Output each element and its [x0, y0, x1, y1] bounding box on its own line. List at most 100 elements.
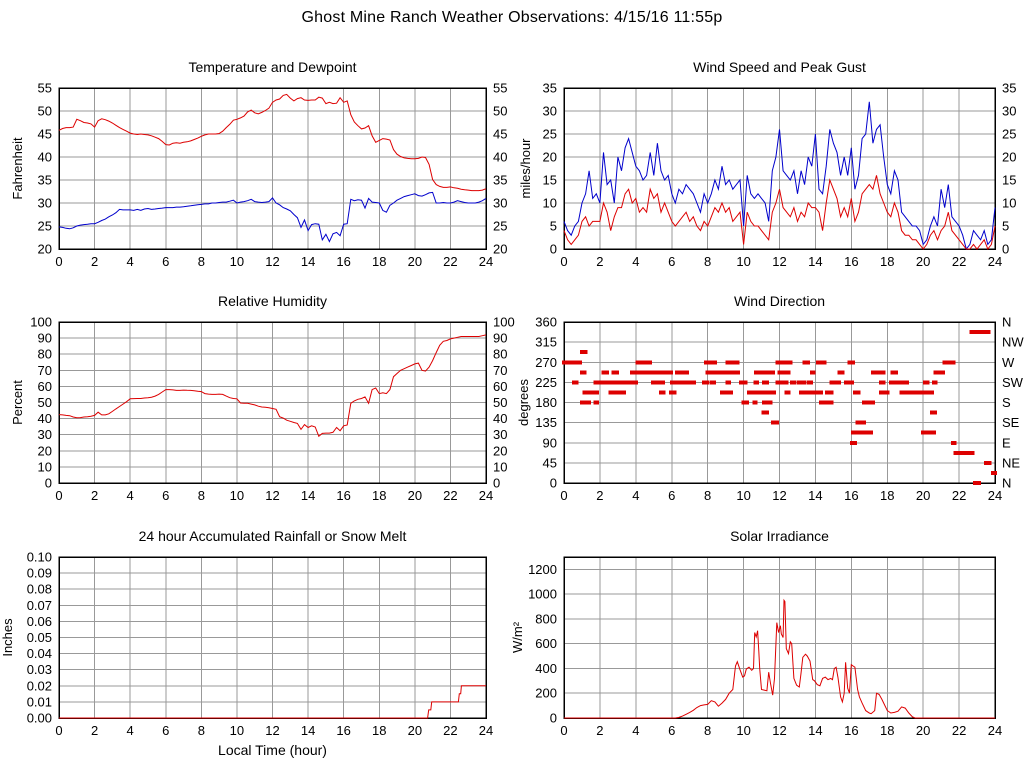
y-tick-label: 20	[38, 443, 52, 458]
y-tick-label: 1000	[528, 587, 557, 602]
plot-border	[563, 87, 996, 250]
wind-direction-mark	[630, 370, 644, 375]
wind-direction-mark	[921, 430, 936, 435]
x-tick-label: 8	[704, 723, 711, 738]
y-tick-label: 40	[38, 150, 52, 165]
wind-direction-mark	[754, 370, 776, 375]
wind-direction-mark	[608, 390, 616, 395]
chart-title-rainfall: 24 hour Accumulated Rainfall or Snow Mel…	[138, 528, 407, 544]
y-tick-label-right: 30	[1002, 104, 1016, 119]
y-tick-label: 10	[543, 196, 557, 211]
x-tick-label: 8	[704, 488, 711, 503]
compass-label: SE	[1002, 415, 1020, 430]
wind-direction-mark	[809, 370, 816, 375]
wind-direction-mark	[816, 360, 827, 365]
x-tick-label: 14	[301, 488, 315, 503]
x-tick-label: 10	[736, 488, 750, 503]
y-tick-label: 0	[550, 242, 557, 257]
x-tick-label: 4	[632, 254, 639, 269]
wind-direction-mark	[799, 390, 811, 395]
y-tick-label-right: 20	[493, 443, 507, 458]
wind-direction-mark	[571, 380, 579, 385]
series-wind-speed	[563, 175, 996, 250]
series-temperature	[58, 93, 487, 192]
y-tick-label: 270	[535, 355, 557, 370]
y-tick-label-right: 5	[1002, 219, 1009, 234]
x-tick-label: 12	[265, 488, 279, 503]
wind-direction-mark	[738, 380, 748, 385]
y-tick-label: 400	[535, 661, 557, 676]
wind-direction-mark	[802, 360, 811, 365]
x-tick-label: 18	[880, 488, 894, 503]
y-axis-label: miles/hour	[518, 138, 533, 199]
y-axis-label: Percent	[10, 380, 25, 425]
series-peak-gust	[563, 101, 996, 251]
y-tick-label: 0.09	[27, 566, 52, 581]
wind-direction-mark	[855, 420, 866, 425]
x-tick-label: 0	[55, 723, 62, 738]
y-tick-label: 0.08	[27, 582, 52, 597]
x-axis-label: Local Time (hour)	[218, 742, 327, 758]
y-tick-label-right: 0	[493, 476, 500, 491]
x-tick-label: 20	[408, 488, 422, 503]
x-tick-label: 10	[230, 488, 244, 503]
x-tick-label: 6	[668, 254, 675, 269]
x-tick-label: 2	[91, 254, 98, 269]
compass-label: SW	[1002, 375, 1024, 390]
x-tick-label: 6	[668, 723, 675, 738]
compass-label: N	[1002, 315, 1011, 330]
wind-direction-mark	[930, 410, 937, 415]
x-tick-label: 6	[162, 488, 169, 503]
x-tick-label: 18	[880, 723, 894, 738]
wind-direction-mark	[775, 360, 793, 365]
chart-title-wind-direction: Wind Direction	[733, 293, 826, 309]
y-tick-label-right: 45	[493, 127, 507, 142]
wind-direction-mark	[847, 360, 856, 365]
series-solar-irradiance	[564, 598, 995, 719]
panel-wind-speed-gust: 0 0 5 5 10 10 15 15 20 20 25 25 30 30 35 35 0 2 4 6 8 10 12 14 1…	[512, 55, 1024, 291]
x-tick-label: 24	[988, 488, 1002, 503]
y-tick-label: 225	[535, 375, 557, 390]
x-tick-label: 0	[560, 723, 567, 738]
y-tick-label-right: 10	[1002, 196, 1016, 211]
y-axis-label: Inches	[0, 618, 15, 657]
x-tick-label: 12	[772, 488, 786, 503]
y-tick-label: 0.03	[27, 662, 52, 677]
x-tick-label: 14	[808, 488, 822, 503]
y-axis-label: Fahrenheit	[10, 137, 25, 200]
x-tick-label: 20	[916, 488, 930, 503]
plot-border	[563, 321, 996, 484]
x-tick-label: 24	[479, 254, 493, 269]
x-tick-label: 24	[988, 723, 1002, 738]
wind-direction-mark	[605, 380, 619, 385]
y-tick-label: 80	[38, 347, 52, 362]
compass-label: S	[1002, 395, 1011, 410]
wind-direction-mark	[614, 390, 627, 395]
wind-direction-mark	[752, 400, 758, 405]
wind-direction-mark	[973, 481, 981, 485]
x-tick-label: 22	[952, 254, 966, 269]
y-tick-label: 50	[38, 395, 52, 410]
series-rainfall	[59, 685, 486, 719]
wind-direction-mark	[658, 390, 666, 395]
wind-direction-mark	[710, 380, 716, 385]
x-tick-label: 8	[198, 723, 205, 738]
panel-temperature-dewpoint: 20 20 25 25 30 30 35 35 40 40 45 45 50 50 55 55 0 2 4 6 8 10 1…	[0, 55, 512, 291]
x-tick-label: 22	[952, 723, 966, 738]
wind-direction-mark	[593, 380, 607, 385]
x-tick-label: 18	[372, 254, 386, 269]
y-tick-label-right: 90	[493, 331, 507, 346]
wind-direction-mark	[579, 400, 588, 405]
wind-direction-mark	[969, 330, 991, 335]
x-tick-label: 2	[91, 488, 98, 503]
y-tick-label: 70	[38, 363, 52, 378]
wind-direction-mark	[678, 380, 690, 385]
y-tick-label: 25	[38, 219, 52, 234]
y-tick-label: 55	[38, 81, 52, 96]
x-tick-label: 0	[560, 254, 567, 269]
wind-direction-mark	[761, 410, 769, 415]
y-tick-label: 0	[550, 711, 557, 726]
y-tick-label: 25	[543, 127, 557, 142]
plot-border	[563, 556, 996, 719]
